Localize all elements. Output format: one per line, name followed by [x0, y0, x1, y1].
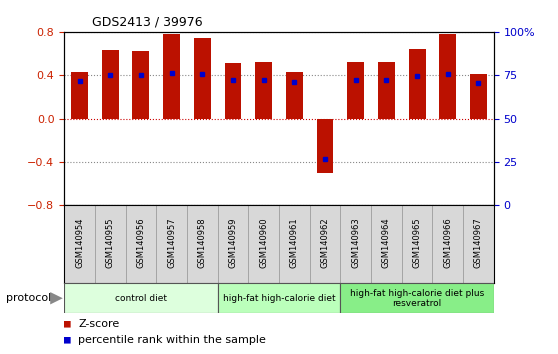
Text: GSM140964: GSM140964	[382, 217, 391, 268]
Bar	[248, 205, 279, 283]
Bar	[218, 205, 248, 283]
Bar	[432, 205, 463, 283]
Text: ■: ■	[64, 319, 71, 329]
Text: GDS2413 / 39976: GDS2413 / 39976	[92, 15, 203, 28]
Text: ■: ■	[64, 335, 71, 345]
Bar	[187, 205, 218, 283]
Text: percentile rank within the sample: percentile rank within the sample	[78, 335, 266, 345]
Bar	[218, 283, 340, 313]
Bar	[402, 205, 432, 283]
Text: GSM140955: GSM140955	[105, 217, 115, 268]
Bar	[408, 49, 426, 119]
Text: GSM140954: GSM140954	[75, 217, 84, 268]
Polygon shape	[50, 292, 63, 304]
Bar	[163, 34, 180, 119]
Bar	[340, 283, 494, 313]
Text: GSM140966: GSM140966	[443, 217, 453, 268]
Bar	[224, 63, 242, 119]
Text: GSM140959: GSM140959	[228, 217, 238, 268]
Bar	[126, 205, 156, 283]
Bar	[470, 74, 487, 119]
Bar	[132, 51, 150, 119]
Bar	[71, 72, 88, 119]
Text: GSM140960: GSM140960	[259, 217, 268, 268]
Bar	[194, 38, 211, 119]
Bar	[286, 72, 303, 119]
Bar	[347, 62, 364, 119]
Bar	[156, 205, 187, 283]
Text: Z-score: Z-score	[78, 319, 119, 329]
Text: GSM140961: GSM140961	[290, 217, 299, 268]
Bar	[64, 283, 218, 313]
Text: high-fat high-calorie diet: high-fat high-calorie diet	[223, 294, 335, 303]
Bar	[279, 205, 310, 283]
Bar	[439, 34, 456, 119]
Text: GSM140963: GSM140963	[351, 217, 360, 268]
Text: GSM140962: GSM140962	[320, 217, 330, 268]
Text: GSM140957: GSM140957	[167, 217, 176, 268]
Text: GSM140958: GSM140958	[198, 217, 207, 268]
Bar	[64, 205, 95, 283]
Bar	[340, 205, 371, 283]
Bar	[255, 62, 272, 119]
Bar	[371, 205, 402, 283]
Text: protocol: protocol	[6, 293, 51, 303]
Bar	[102, 50, 119, 119]
Bar	[95, 205, 126, 283]
Bar	[463, 205, 494, 283]
Bar	[310, 205, 340, 283]
Text: GSM140967: GSM140967	[474, 217, 483, 268]
Text: control diet: control diet	[115, 294, 167, 303]
Text: GSM140965: GSM140965	[412, 217, 422, 268]
Text: GSM140956: GSM140956	[136, 217, 146, 268]
Bar	[316, 119, 334, 173]
Text: high-fat high-calorie diet plus
resveratrol: high-fat high-calorie diet plus resverat…	[350, 289, 484, 308]
Bar	[378, 62, 395, 119]
